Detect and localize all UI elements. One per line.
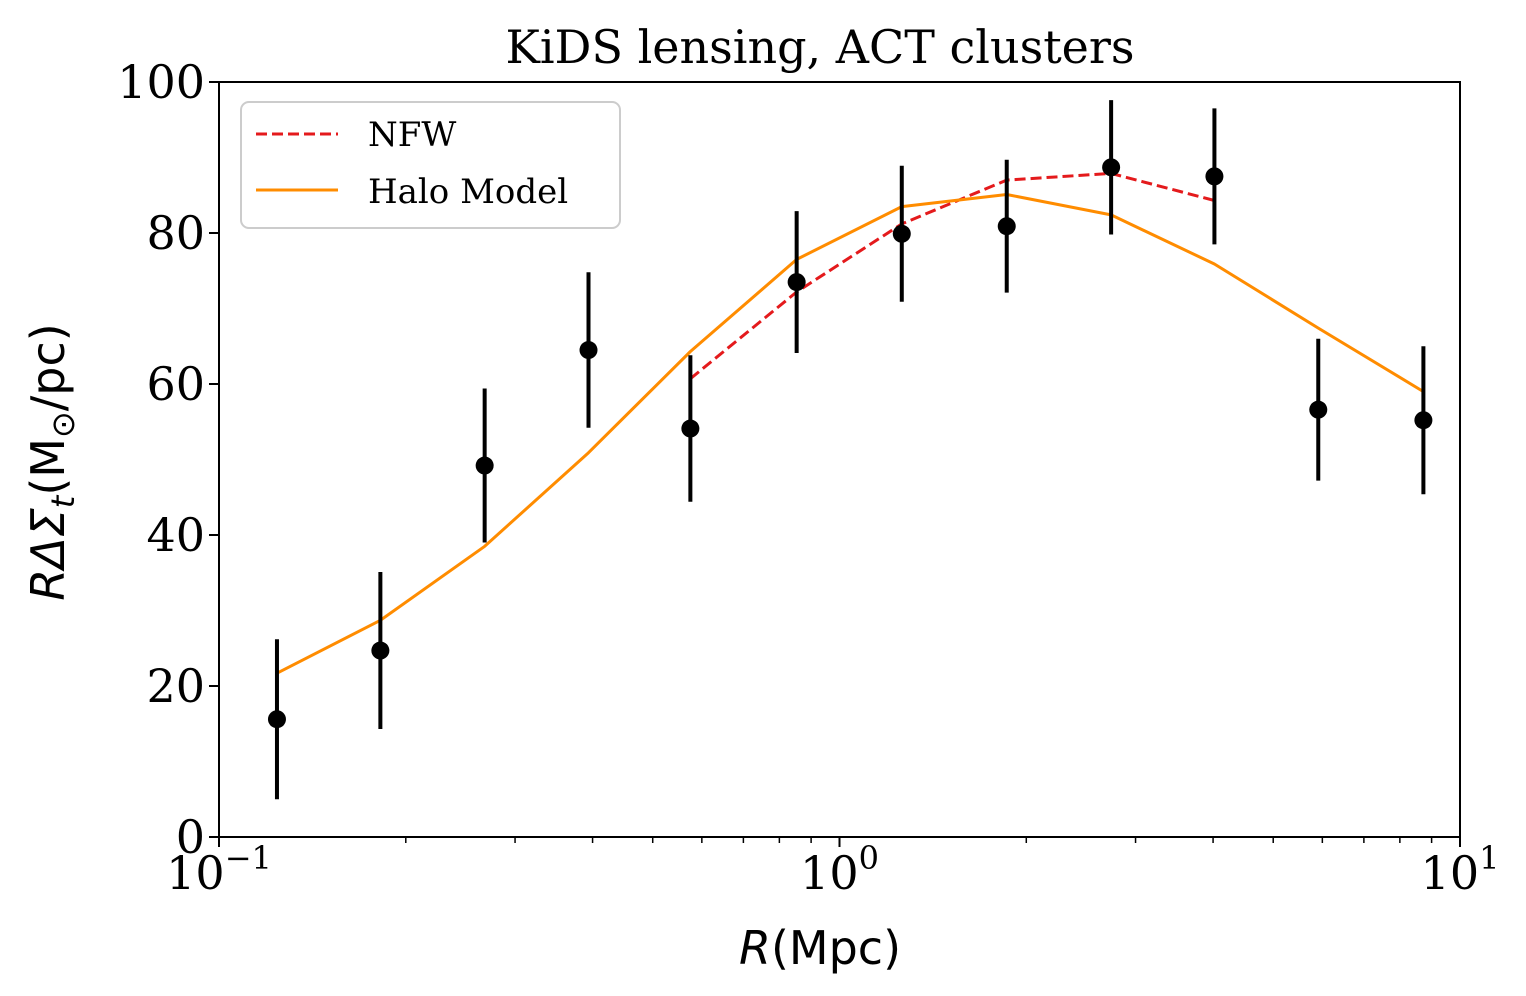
y-tick-label: 80 <box>146 206 205 260</box>
data-point <box>475 456 494 475</box>
x-tick-label: 100 <box>800 839 879 900</box>
data-point <box>579 341 598 360</box>
axis-ticks: 0 20 40 60 80 100 10−1 100 101 <box>117 55 1499 900</box>
y-tick-label: 40 <box>146 508 205 562</box>
series-line-halo-model <box>276 193 1425 675</box>
data-point <box>1205 167 1224 186</box>
y-tick-label: 60 <box>146 357 205 411</box>
legend: NFW Halo Model <box>240 101 621 229</box>
data-point <box>267 710 286 729</box>
data-point <box>371 641 390 660</box>
legend-halo-model-label: Halo Model <box>368 172 568 212</box>
data-point <box>997 217 1016 236</box>
legend-nfw-label: NFW <box>368 115 456 155</box>
data-point <box>1414 411 1433 430</box>
y-tick-label: 100 <box>117 55 205 109</box>
y-tick-label: 0 <box>176 810 205 864</box>
y-axis-label: RΔΣt(M⊙/pc) <box>21 323 82 600</box>
data-point <box>1309 400 1328 419</box>
x-tick-label: 101 <box>1421 839 1500 900</box>
legend-box <box>240 101 621 229</box>
data-point <box>1102 158 1121 177</box>
plot-area <box>267 100 1433 800</box>
chart-title: KiDS lensing, ACT clusters <box>505 20 1134 74</box>
x-tick-label: 10−1 <box>166 839 272 900</box>
data-point <box>892 224 911 243</box>
data-point <box>787 273 806 292</box>
x-axis-label: R(Mpc) <box>739 921 901 975</box>
y-tick-label: 20 <box>146 659 205 713</box>
series-line-nfw <box>689 171 1215 380</box>
data-point <box>681 419 700 438</box>
